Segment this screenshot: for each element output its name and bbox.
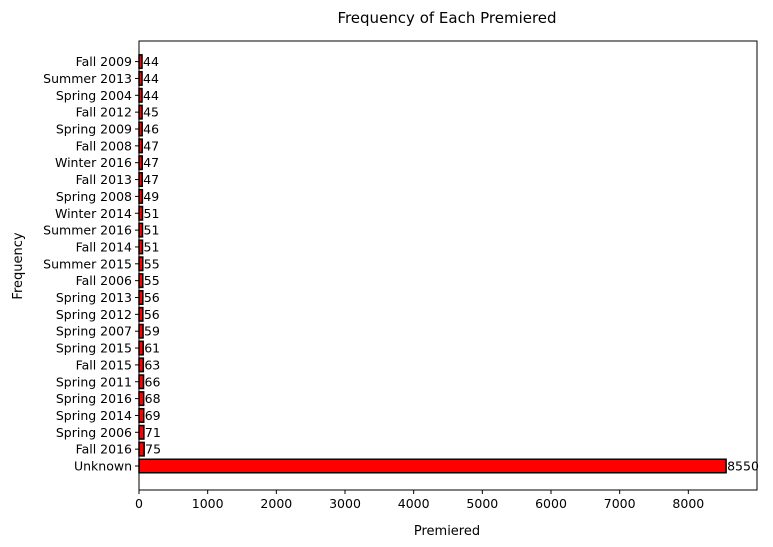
y-tick-label: Spring 2016: [56, 391, 132, 406]
bar: [138, 340, 144, 356]
data-label: 8550: [727, 459, 759, 474]
data-label: 49: [143, 189, 159, 204]
bar: [138, 205, 144, 221]
bar: [138, 357, 145, 373]
x-tick-label: 8000: [672, 496, 704, 511]
x-tick-label: 7000: [604, 496, 636, 511]
bar: [138, 424, 145, 440]
data-label: 44: [143, 71, 159, 86]
bar: [138, 256, 144, 272]
y-tick-label: Fall 2008: [76, 138, 132, 153]
y-tick-label: Fall 2006: [76, 273, 132, 288]
data-label: 75: [145, 442, 161, 457]
x-tick-label: 6000: [535, 496, 567, 511]
x-tick-label: 2000: [260, 496, 292, 511]
data-label: 46: [143, 122, 159, 137]
data-label: 56: [144, 290, 160, 305]
y-tick-label: Summer 2013: [43, 71, 132, 86]
data-label: 44: [143, 54, 159, 69]
data-label: 51: [144, 206, 160, 221]
data-label: 44: [143, 88, 159, 103]
data-label: 61: [144, 341, 160, 356]
x-tick-label: 5000: [466, 496, 498, 511]
y-tick-label: Unknown: [74, 459, 132, 474]
bar: [138, 306, 144, 322]
chart-title: Frequency of Each Premiered: [337, 9, 556, 27]
data-label: 71: [145, 425, 161, 440]
plot-area: 8550757169686663615956565555515151494747…: [138, 54, 759, 474]
y-axis: Unknown Fall 2016 Spring 2006 Spring 2014 Sp…: [43, 54, 139, 474]
y-tick-label: Spring 2011: [56, 374, 132, 389]
y-tick-label: Spring 2014: [56, 408, 132, 423]
x-tick-label: 4000: [398, 496, 430, 511]
y-tick-label: Spring 2009: [56, 122, 132, 137]
y-tick-label: Fall 2012: [76, 105, 132, 120]
bar: [138, 273, 144, 289]
y-tick-label: Winter 2016: [55, 155, 132, 170]
y-tick-label: Fall 2016: [76, 442, 132, 457]
data-label: 56: [144, 307, 160, 322]
x-axis-label: Premiered: [414, 524, 480, 539]
y-axis-label: Frequency: [11, 232, 26, 299]
y-tick-label: Spring 2015: [56, 341, 132, 356]
bar: [138, 239, 144, 255]
bar: [138, 441, 145, 457]
x-axis: 0 1000 2000 3000 4000 5000 6000 7000 8000: [135, 490, 704, 511]
y-tick-label: Spring 2004: [56, 88, 132, 103]
y-tick-label: Spring 2007: [56, 324, 132, 339]
x-tick-label: 0: [135, 496, 143, 511]
bar: [138, 188, 144, 204]
plot-frame: [138, 40, 758, 491]
y-tick-label: Fall 2015: [76, 357, 132, 372]
data-label: 47: [143, 155, 159, 170]
y-tick-label: Fall 2009: [76, 54, 132, 69]
data-label: 45: [143, 105, 159, 120]
data-label: 47: [143, 172, 159, 187]
y-tick-label: Spring 2013: [56, 290, 132, 305]
bar: [138, 323, 144, 339]
bar: [138, 374, 145, 390]
data-label: 55: [144, 273, 160, 288]
data-label: 66: [145, 374, 161, 389]
data-label: 59: [144, 324, 160, 339]
x-tick-label: 1000: [192, 496, 224, 511]
bar: [138, 458, 727, 474]
data-label: 68: [145, 391, 161, 406]
data-label: 47: [143, 138, 159, 153]
data-label: 51: [144, 223, 160, 238]
bar: [138, 407, 145, 423]
data-label: 51: [144, 239, 160, 254]
y-tick-label: Spring 2008: [56, 189, 132, 204]
y-tick-label: Summer 2016: [43, 223, 132, 238]
y-tick-label: Spring 2006: [56, 425, 132, 440]
data-label: 55: [144, 256, 160, 271]
y-tick-label: Fall 2013: [76, 172, 132, 187]
y-tick-label: Spring 2012: [56, 307, 132, 322]
bar: [138, 290, 144, 305]
bar: [138, 222, 144, 238]
bar: [138, 391, 145, 407]
x-tick-label: 3000: [329, 496, 361, 511]
data-label: 69: [145, 408, 161, 423]
data-label: 63: [144, 357, 160, 372]
y-tick-label: Winter 2014: [55, 206, 132, 221]
y-tick-label: Summer 2015: [43, 256, 132, 271]
y-tick-label: Fall 2014: [76, 239, 132, 254]
